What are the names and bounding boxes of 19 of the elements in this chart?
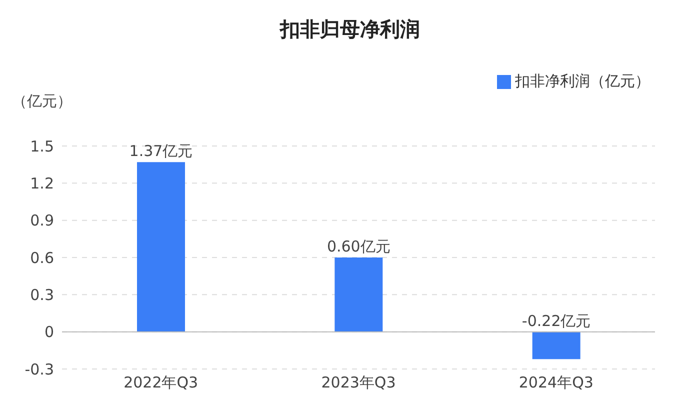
data-label: -0.22亿元 [522, 312, 591, 330]
x-tick-label: 2022年Q3 [124, 374, 198, 392]
bar [137, 162, 185, 332]
data-label: 0.60亿元 [326, 238, 390, 256]
chart-title: 扣非归母净利润 [278, 16, 421, 43]
y-tick-label: 1.5 [30, 137, 54, 156]
bar [532, 332, 580, 360]
y-tick-label: 0.6 [30, 248, 54, 267]
legend-label: 扣非净利润（亿元） [515, 72, 650, 90]
data-label: 1.37亿元 [129, 142, 193, 160]
bar [334, 258, 383, 332]
y-tick-label: 0 [44, 323, 54, 342]
x-tick-label: 2024年Q3 [518, 374, 594, 392]
y-tick-label: 0.9 [30, 212, 54, 230]
y-tick-label: 0.3 [30, 286, 54, 304]
y-axis-title: （亿元） [12, 92, 72, 111]
y-tick-label: 1.2 [30, 174, 54, 192]
x-tick-label: 2023年Q3 [321, 374, 396, 392]
y-tick-label: -0.3 [24, 360, 54, 378]
